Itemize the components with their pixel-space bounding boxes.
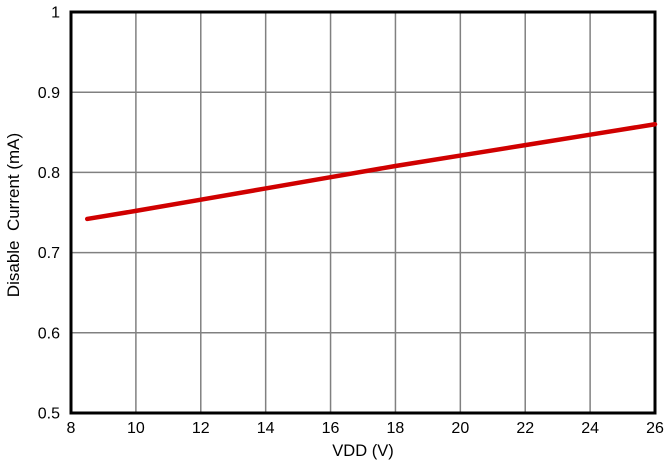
plot-frame — [69, 10, 657, 415]
data-series — [84, 122, 658, 222]
x-tick-label: 26 — [646, 420, 664, 437]
gridlines — [71, 12, 655, 413]
x-axis-title: VDD (V) — [332, 442, 393, 460]
data-line-disable-current — [84, 122, 658, 222]
y-tick-label: 0.9 — [38, 85, 60, 102]
x-tick-label: 12 — [192, 420, 210, 437]
y-tick-label: 0.8 — [38, 165, 60, 182]
x-tick-label: 20 — [451, 420, 469, 437]
y-tick-label: 0.6 — [38, 325, 60, 342]
y-tick-label: 0.5 — [38, 406, 60, 423]
x-tick-label: 14 — [257, 420, 275, 437]
x-tick-label: 8 — [67, 420, 76, 437]
x-tick-label: 10 — [127, 420, 145, 437]
y-tick-label: 1 — [51, 5, 60, 22]
tick-labels: 8 10 12 14 16 18 20 22 24 26 0.5 0.6 0.7 0.8 0.9 1 — [38, 5, 664, 437]
x-tick-label: 24 — [581, 420, 599, 437]
x-tick-label: 16 — [322, 420, 340, 437]
y-axis-title: Disable Current (mA) — [4, 133, 23, 297]
x-tick-label: 22 — [516, 420, 534, 437]
y-tick-label: 0.7 — [38, 245, 60, 262]
x-tick-label: 18 — [387, 420, 405, 437]
